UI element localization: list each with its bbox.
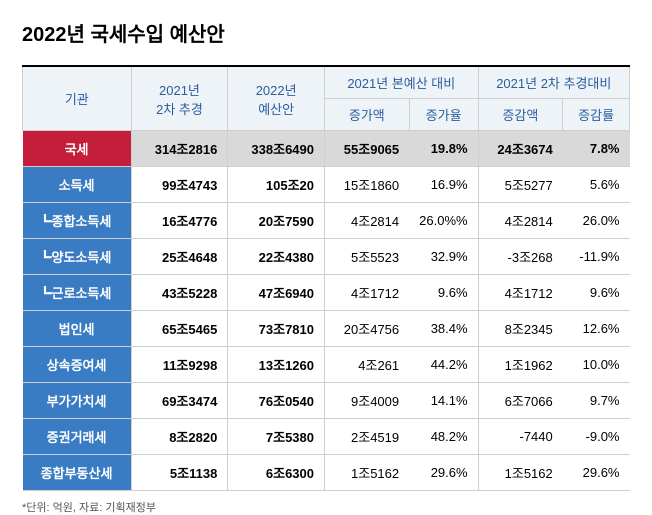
cell: 4조261 (325, 347, 410, 383)
th-change-rate: 증감률 (563, 99, 630, 131)
row-label: ┗종합소득세 (23, 203, 132, 239)
cell: 14.1% (409, 383, 478, 419)
row-label: 법인세 (23, 311, 132, 347)
cell: 4조1712 (478, 275, 563, 311)
cell: -7440 (478, 419, 563, 455)
table-row: 소득세99조4743105조2015조186016.9%5조52775.6% (23, 167, 630, 203)
row-label: 상속증여세 (23, 347, 132, 383)
table-row: 증권거래세8조28207조53802조451948.2%-7440-9.0% (23, 419, 630, 455)
cell: 25조4648 (131, 239, 228, 275)
cell: 6조6300 (228, 455, 325, 491)
footnote: *단위: 억원, 자료: 기획재정부 (22, 499, 630, 515)
cell: 38.4% (409, 311, 478, 347)
cell: 29.6% (409, 455, 478, 491)
table-row: ┗종합소득세16조477620조75904조281426.0%%4조281426… (23, 203, 630, 239)
row-label: ┗양도소득세 (23, 239, 132, 275)
budget-table: 기관 2021년 2차 추경 2022년 예산안 2021년 본예산 대비 20… (22, 65, 630, 491)
cell: 6조7066 (478, 383, 563, 419)
cell: 44.2% (409, 347, 478, 383)
cell: 1조5162 (325, 455, 410, 491)
cell: 314조2816 (131, 131, 228, 167)
table-row: ┗근로소득세43조522847조69404조17129.6%4조17129.6% (23, 275, 630, 311)
cell: 99조4743 (131, 167, 228, 203)
cell: 16조4776 (131, 203, 228, 239)
cell: 10.0% (563, 347, 630, 383)
cell: 8조2345 (478, 311, 563, 347)
cell: 11조9298 (131, 347, 228, 383)
cell: 48.2% (409, 419, 478, 455)
table-body: 국세314조2816338조649055조906519.8%24조36747.8… (23, 131, 630, 491)
table-row: ┗양도소득세25조464822조43805조552332.9%-3조268-11… (23, 239, 630, 275)
row-label: ┗근로소득세 (23, 275, 132, 311)
cell: 4조1712 (325, 275, 410, 311)
cell: 1조1962 (478, 347, 563, 383)
table-row: 상속증여세11조929813조12604조26144.2%1조196210.0% (23, 347, 630, 383)
th-increase-rate: 증가율 (409, 99, 478, 131)
cell: 26.0% (563, 203, 630, 239)
cell: 5.6% (563, 167, 630, 203)
row-label: 국세 (23, 131, 132, 167)
table-row: 종합부동산세5조11386조63001조516229.6%1조516229.6% (23, 455, 630, 491)
th-2022-budget: 2022년 예산안 (228, 66, 325, 131)
cell: 12.6% (563, 311, 630, 347)
row-label: 소득세 (23, 167, 132, 203)
cell: 26.0%% (409, 203, 478, 239)
cell: 5조5523 (325, 239, 410, 275)
cell: 1조5162 (478, 455, 563, 491)
th-vs-supp: 2021년 2차 추경대비 (478, 66, 629, 99)
cell: -9.0% (563, 419, 630, 455)
cell: 29.6% (563, 455, 630, 491)
cell: 73조7810 (228, 311, 325, 347)
cell: 19.8% (409, 131, 478, 167)
row-label: 종합부동산세 (23, 455, 132, 491)
cell: 13조1260 (228, 347, 325, 383)
cell: 9.6% (409, 275, 478, 311)
table-row: 법인세65조546573조781020조475638.4%8조234512.6% (23, 311, 630, 347)
cell: 9조4009 (325, 383, 410, 419)
table-row: 부가가치세69조347476조05409조400914.1%6조70669.7% (23, 383, 630, 419)
row-label: 부가가치세 (23, 383, 132, 419)
cell: 5조5277 (478, 167, 563, 203)
th-change-amt: 증감액 (478, 99, 563, 131)
cell: 43조5228 (131, 275, 228, 311)
cell: 7조5380 (228, 419, 325, 455)
th-2021-supp: 2021년 2차 추경 (131, 66, 228, 131)
cell: 65조5465 (131, 311, 228, 347)
th-increase-amt: 증가액 (325, 99, 410, 131)
cell: 24조3674 (478, 131, 563, 167)
cell: 5조1138 (131, 455, 228, 491)
page-title: 2022년 국세수입 예산안 (22, 18, 630, 47)
cell: 7.8% (563, 131, 630, 167)
cell: -3조268 (478, 239, 563, 275)
cell: 20조4756 (325, 311, 410, 347)
cell: 2조4519 (325, 419, 410, 455)
cell: 105조20 (228, 167, 325, 203)
cell: 76조0540 (228, 383, 325, 419)
cell: 4조2814 (478, 203, 563, 239)
cell: 55조9065 (325, 131, 410, 167)
cell: 16.9% (409, 167, 478, 203)
cell: 8조2820 (131, 419, 228, 455)
cell: 47조6940 (228, 275, 325, 311)
cell: 69조3474 (131, 383, 228, 419)
cell: 9.7% (563, 383, 630, 419)
row-label: 증권거래세 (23, 419, 132, 455)
cell: 32.9% (409, 239, 478, 275)
cell: 15조1860 (325, 167, 410, 203)
th-vs-original: 2021년 본예산 대비 (325, 66, 479, 99)
cell: 9.6% (563, 275, 630, 311)
cell: 22조4380 (228, 239, 325, 275)
table-row: 국세314조2816338조649055조906519.8%24조36747.8… (23, 131, 630, 167)
cell: 4조2814 (325, 203, 410, 239)
cell: 20조7590 (228, 203, 325, 239)
cell: 338조6490 (228, 131, 325, 167)
th-agency: 기관 (23, 66, 132, 131)
cell: -11.9% (563, 239, 630, 275)
